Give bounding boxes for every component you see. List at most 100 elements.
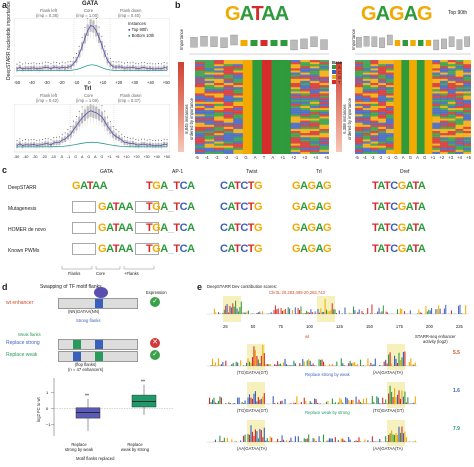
heat-cell [463, 108, 471, 111]
heat-cell [447, 108, 456, 111]
heat-cell [455, 122, 464, 126]
logo-letter: A [118, 201, 126, 213]
heat-cell [378, 82, 387, 86]
contrib-bar [322, 361, 325, 366]
heat-cell [385, 78, 394, 82]
gata-flank-down: Flank down [120, 8, 142, 13]
heat-cell [432, 82, 441, 86]
heat-cell [370, 145, 379, 149]
heat-cell [378, 87, 387, 90]
imp-outlier [158, 63, 160, 65]
imp-outlier [61, 133, 63, 135]
heat-cell [385, 103, 394, 107]
heat-cell [233, 76, 244, 80]
heat-cell [362, 91, 371, 94]
heat-cell [447, 60, 456, 63]
heat-cell [309, 64, 320, 67]
contrib-bar [303, 397, 305, 404]
contrib-bar [342, 402, 344, 404]
contrib-bar [262, 437, 264, 442]
base-legend-item: G [332, 75, 354, 80]
contrib-bar [256, 312, 258, 314]
logo-letter: C [220, 222, 228, 234]
flank-box [300, 38, 308, 50]
heatmap-left-xaxis: -5 -4 -3 -2 -1 G A T A +1 +2 +3 +4 +5 [195, 155, 329, 160]
flank-box [310, 36, 318, 47]
contrib-bar [260, 430, 262, 442]
logo-letter: G [323, 243, 332, 255]
heat-cell [319, 145, 329, 149]
heat-cell [447, 78, 456, 82]
heat-cell [463, 70, 471, 73]
heat-cell [214, 128, 225, 132]
heat-cell [362, 149, 371, 153]
heat-cell [355, 143, 364, 146]
logo-letter: C [179, 201, 188, 213]
heat-cell [223, 143, 234, 146]
heat-cell [447, 105, 456, 109]
imp-outlier [44, 61, 46, 63]
base-legend-title: Base [332, 60, 343, 65]
heat-cell [385, 110, 394, 113]
xtick: -4 [204, 155, 209, 160]
contrib-bar [290, 365, 292, 366]
legend-title: Instances [128, 21, 146, 26]
heat-cell [440, 137, 449, 140]
heat-cell [319, 70, 329, 73]
heat-cell [195, 145, 205, 149]
contrib-bar [243, 312, 245, 314]
logo-letter: T [372, 180, 378, 192]
heat-cell [204, 70, 215, 73]
contrib-bar [379, 403, 381, 404]
heat-cell [447, 149, 456, 153]
logo-letter: T [234, 201, 241, 213]
heat-cell [204, 114, 215, 117]
heat-cell [455, 103, 464, 107]
heat-cell [309, 118, 320, 121]
contrib-bar [404, 431, 406, 442]
heat-cell [300, 89, 311, 92]
heat-cell [233, 105, 244, 109]
contrib-bar [328, 438, 330, 442]
heat-cell [355, 141, 364, 144]
contrib-bar [460, 313, 462, 314]
contrib-bar [408, 361, 410, 366]
contrib-bar [243, 435, 245, 442]
heat-cell [370, 126, 379, 130]
heat-cell [355, 64, 364, 67]
contrib-bar [365, 313, 367, 314]
logo-letter: G [292, 180, 301, 192]
contrib-bar [443, 308, 445, 314]
heat-cell [370, 78, 379, 82]
contrib-bar [220, 364, 222, 366]
contrib-bar [331, 438, 333, 442]
heat-cell [195, 139, 205, 142]
contrib-bar [394, 355, 396, 366]
heat-cell [195, 149, 205, 153]
contrib-bar [331, 398, 333, 404]
xtick: A [80, 155, 84, 159]
heat-cell [233, 82, 244, 86]
heat-cell [309, 114, 320, 117]
core-box [418, 40, 424, 46]
contrib-bar [388, 393, 390, 404]
contrib-bar [234, 403, 236, 404]
contrib-bar [399, 432, 402, 442]
contrib-bar [391, 363, 393, 366]
heat-cell [362, 93, 371, 96]
heat-cell [455, 89, 464, 92]
logo-letter: G [292, 222, 301, 234]
logo-letter: A [377, 201, 385, 213]
contrib-bar [288, 365, 291, 366]
heat-cell [432, 97, 441, 100]
contrib-bar [418, 309, 420, 314]
heat-cell [233, 72, 244, 75]
heat-cell [463, 126, 471, 130]
heat-cell [440, 122, 449, 126]
imp-outlier [166, 139, 168, 141]
heat-cell [300, 91, 311, 94]
contrib-bar [232, 403, 234, 404]
contrib-bar [387, 312, 389, 314]
heat-cell [378, 135, 387, 138]
contrib-bar [439, 308, 441, 314]
